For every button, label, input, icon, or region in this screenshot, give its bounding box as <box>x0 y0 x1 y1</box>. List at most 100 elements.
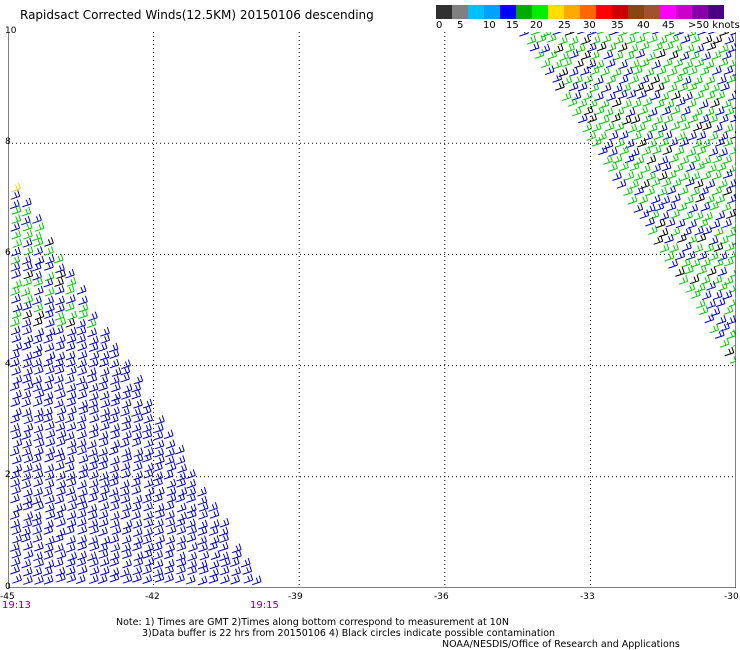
wind-barb <box>186 509 197 519</box>
wind-barb <box>665 32 675 37</box>
wind-barb <box>694 90 704 100</box>
wind-barb <box>198 519 208 530</box>
wind-barb <box>712 185 723 196</box>
wind-barb <box>210 550 221 560</box>
wind-barb <box>154 572 165 583</box>
wind-barb <box>709 323 720 334</box>
wind-barb <box>698 305 709 316</box>
wind-barb <box>120 461 131 472</box>
wind-barb <box>12 302 23 313</box>
wind-barb <box>701 257 711 268</box>
wind-barb <box>618 59 628 70</box>
wind-barb <box>197 559 208 570</box>
wind-barb <box>131 382 142 393</box>
wind-barb <box>34 413 44 424</box>
wind-barb <box>98 375 109 385</box>
wind-barb <box>552 73 563 83</box>
wind-barb <box>546 33 557 43</box>
wind-barb <box>141 405 152 416</box>
wind-barb <box>618 74 629 85</box>
wind-barb <box>89 557 99 568</box>
wind-barb <box>54 543 64 553</box>
wind-barb <box>121 359 131 370</box>
wind-barb <box>664 99 675 110</box>
wind-barb <box>690 153 701 164</box>
wind-barb <box>645 216 655 227</box>
wind-barb <box>729 269 736 278</box>
wind-barb <box>663 57 673 68</box>
wind-barb <box>219 565 230 576</box>
wind-barb <box>732 208 736 211</box>
wind-barb <box>197 495 208 506</box>
wind-barb <box>56 471 66 481</box>
wind-barb <box>712 65 722 76</box>
wind-barb <box>33 431 43 442</box>
wind-barb <box>131 389 141 400</box>
wind-barb <box>675 218 686 229</box>
wind-barb <box>55 413 65 424</box>
wind-barb <box>648 33 658 44</box>
wind-barb <box>724 242 735 252</box>
wind-barb <box>75 375 86 386</box>
wind-barb <box>42 487 53 497</box>
wind-barb <box>11 525 22 536</box>
wind-barb <box>66 277 77 287</box>
x-tick-label: -45 <box>0 592 15 602</box>
wind-barb <box>10 190 21 200</box>
wind-barb <box>153 567 164 578</box>
wind-barb <box>574 58 584 69</box>
wind-barb <box>121 390 131 400</box>
wind-barb <box>653 115 663 125</box>
wind-barb <box>32 375 42 385</box>
wind-barb <box>89 565 100 576</box>
wind-barb <box>76 574 86 584</box>
wind-barb <box>23 380 34 391</box>
wind-barb <box>718 57 729 67</box>
wind-barb <box>726 329 736 340</box>
wind-barb <box>34 501 44 512</box>
wind-barb <box>252 575 262 586</box>
wind-barb <box>100 485 110 495</box>
wind-barb <box>77 445 87 456</box>
wind-barb <box>56 269 66 279</box>
wind-barb <box>32 357 42 368</box>
wind-barb <box>699 186 709 196</box>
wind-barb <box>34 558 44 568</box>
wind-barb <box>663 113 674 124</box>
wind-barb <box>64 431 75 441</box>
wind-barb <box>673 57 684 68</box>
wind-barb <box>619 145 629 156</box>
wind-barb <box>680 121 691 131</box>
wind-barb <box>67 310 78 321</box>
wind-barb <box>608 147 618 157</box>
wind-barb <box>591 136 602 147</box>
wind-barb <box>685 250 696 261</box>
wind-barb <box>109 414 119 424</box>
wind-barb <box>54 382 64 392</box>
wind-barb <box>639 57 650 68</box>
wind-barb <box>719 43 729 54</box>
wind-barb <box>23 549 34 560</box>
wind-barb <box>45 437 56 447</box>
wind-barb <box>34 222 45 232</box>
wind-barb <box>120 407 130 417</box>
wind-barb <box>12 574 22 584</box>
wind-barb <box>689 274 700 285</box>
wind-barb <box>88 518 99 529</box>
wind-barb <box>56 389 66 400</box>
wind-barb <box>637 89 647 99</box>
wind-barb <box>208 502 218 512</box>
wind-barb <box>34 310 45 321</box>
wind-barb <box>591 122 602 133</box>
scale-label: 20 <box>530 20 543 31</box>
wind-barb <box>54 357 64 368</box>
wind-barb <box>646 171 656 181</box>
wind-barb <box>164 573 174 583</box>
wind-barb <box>56 405 67 416</box>
wind-barb <box>76 438 87 449</box>
wind-barb <box>596 32 605 35</box>
wind-barb <box>644 67 655 78</box>
wind-barb <box>43 334 53 344</box>
wind-barb <box>110 518 120 529</box>
wind-barb <box>78 469 89 480</box>
